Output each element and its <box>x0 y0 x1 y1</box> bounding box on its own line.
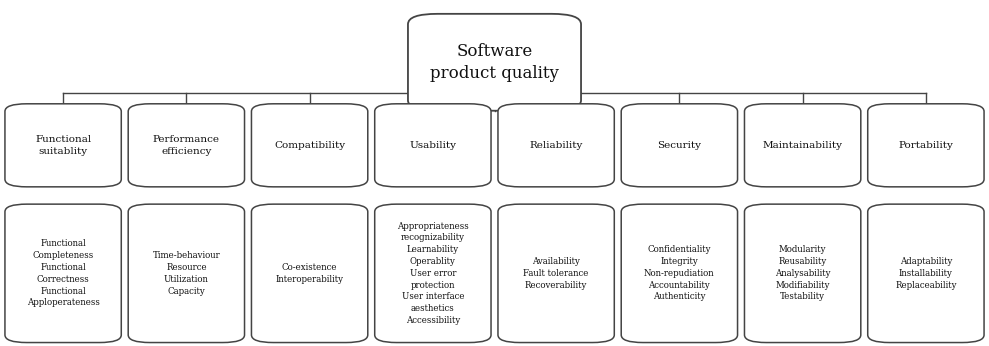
Text: Confidentiality
Integrity
Non-repudiation
Accountability
Authenticity: Confidentiality Integrity Non-repudiatio… <box>644 245 715 301</box>
Text: Portability: Portability <box>898 141 953 150</box>
FancyBboxPatch shape <box>621 104 738 187</box>
FancyBboxPatch shape <box>407 14 581 111</box>
Text: Appropriateness
recognizability
Learnability
Operablity
User error
protection
Us: Appropriateness recognizability Learnabi… <box>397 222 469 325</box>
Text: Compatibility: Compatibility <box>274 141 345 150</box>
FancyBboxPatch shape <box>375 204 491 343</box>
FancyBboxPatch shape <box>497 204 614 343</box>
Text: Functional
suitablity: Functional suitablity <box>35 135 91 156</box>
FancyBboxPatch shape <box>745 204 860 343</box>
Text: Availability
Fault tolerance
Recoverability: Availability Fault tolerance Recoverabil… <box>523 257 588 290</box>
FancyBboxPatch shape <box>745 104 860 187</box>
Text: Reliability: Reliability <box>529 141 583 150</box>
FancyBboxPatch shape <box>867 104 984 187</box>
FancyBboxPatch shape <box>251 204 368 343</box>
Text: Software
product quality: Software product quality <box>430 43 559 82</box>
FancyBboxPatch shape <box>375 104 491 187</box>
FancyBboxPatch shape <box>497 104 614 187</box>
FancyBboxPatch shape <box>621 204 738 343</box>
Text: Maintainability: Maintainability <box>763 141 843 150</box>
Text: Modularity
Reusability
Analysability
Modifiability
Testability: Modularity Reusability Analysability Mod… <box>775 245 831 301</box>
FancyBboxPatch shape <box>867 204 984 343</box>
FancyBboxPatch shape <box>129 104 244 187</box>
Text: Performance
efficiency: Performance efficiency <box>153 135 220 156</box>
Text: Security: Security <box>658 141 701 150</box>
FancyBboxPatch shape <box>251 104 368 187</box>
Text: Time-behaviour
Resource
Utilization
Capacity: Time-behaviour Resource Utilization Capa… <box>152 251 221 295</box>
FancyBboxPatch shape <box>5 204 122 343</box>
Text: Adaptability
Installability
Replaceability: Adaptability Installability Replaceabili… <box>895 257 956 290</box>
FancyBboxPatch shape <box>5 104 122 187</box>
FancyBboxPatch shape <box>129 204 244 343</box>
Text: Co-existence
Interoperability: Co-existence Interoperability <box>276 263 343 284</box>
Text: Usability: Usability <box>409 141 456 150</box>
Text: Functional
Completeness
Functional
Correctness
Functional
Apploperateness: Functional Completeness Functional Corre… <box>27 239 100 307</box>
